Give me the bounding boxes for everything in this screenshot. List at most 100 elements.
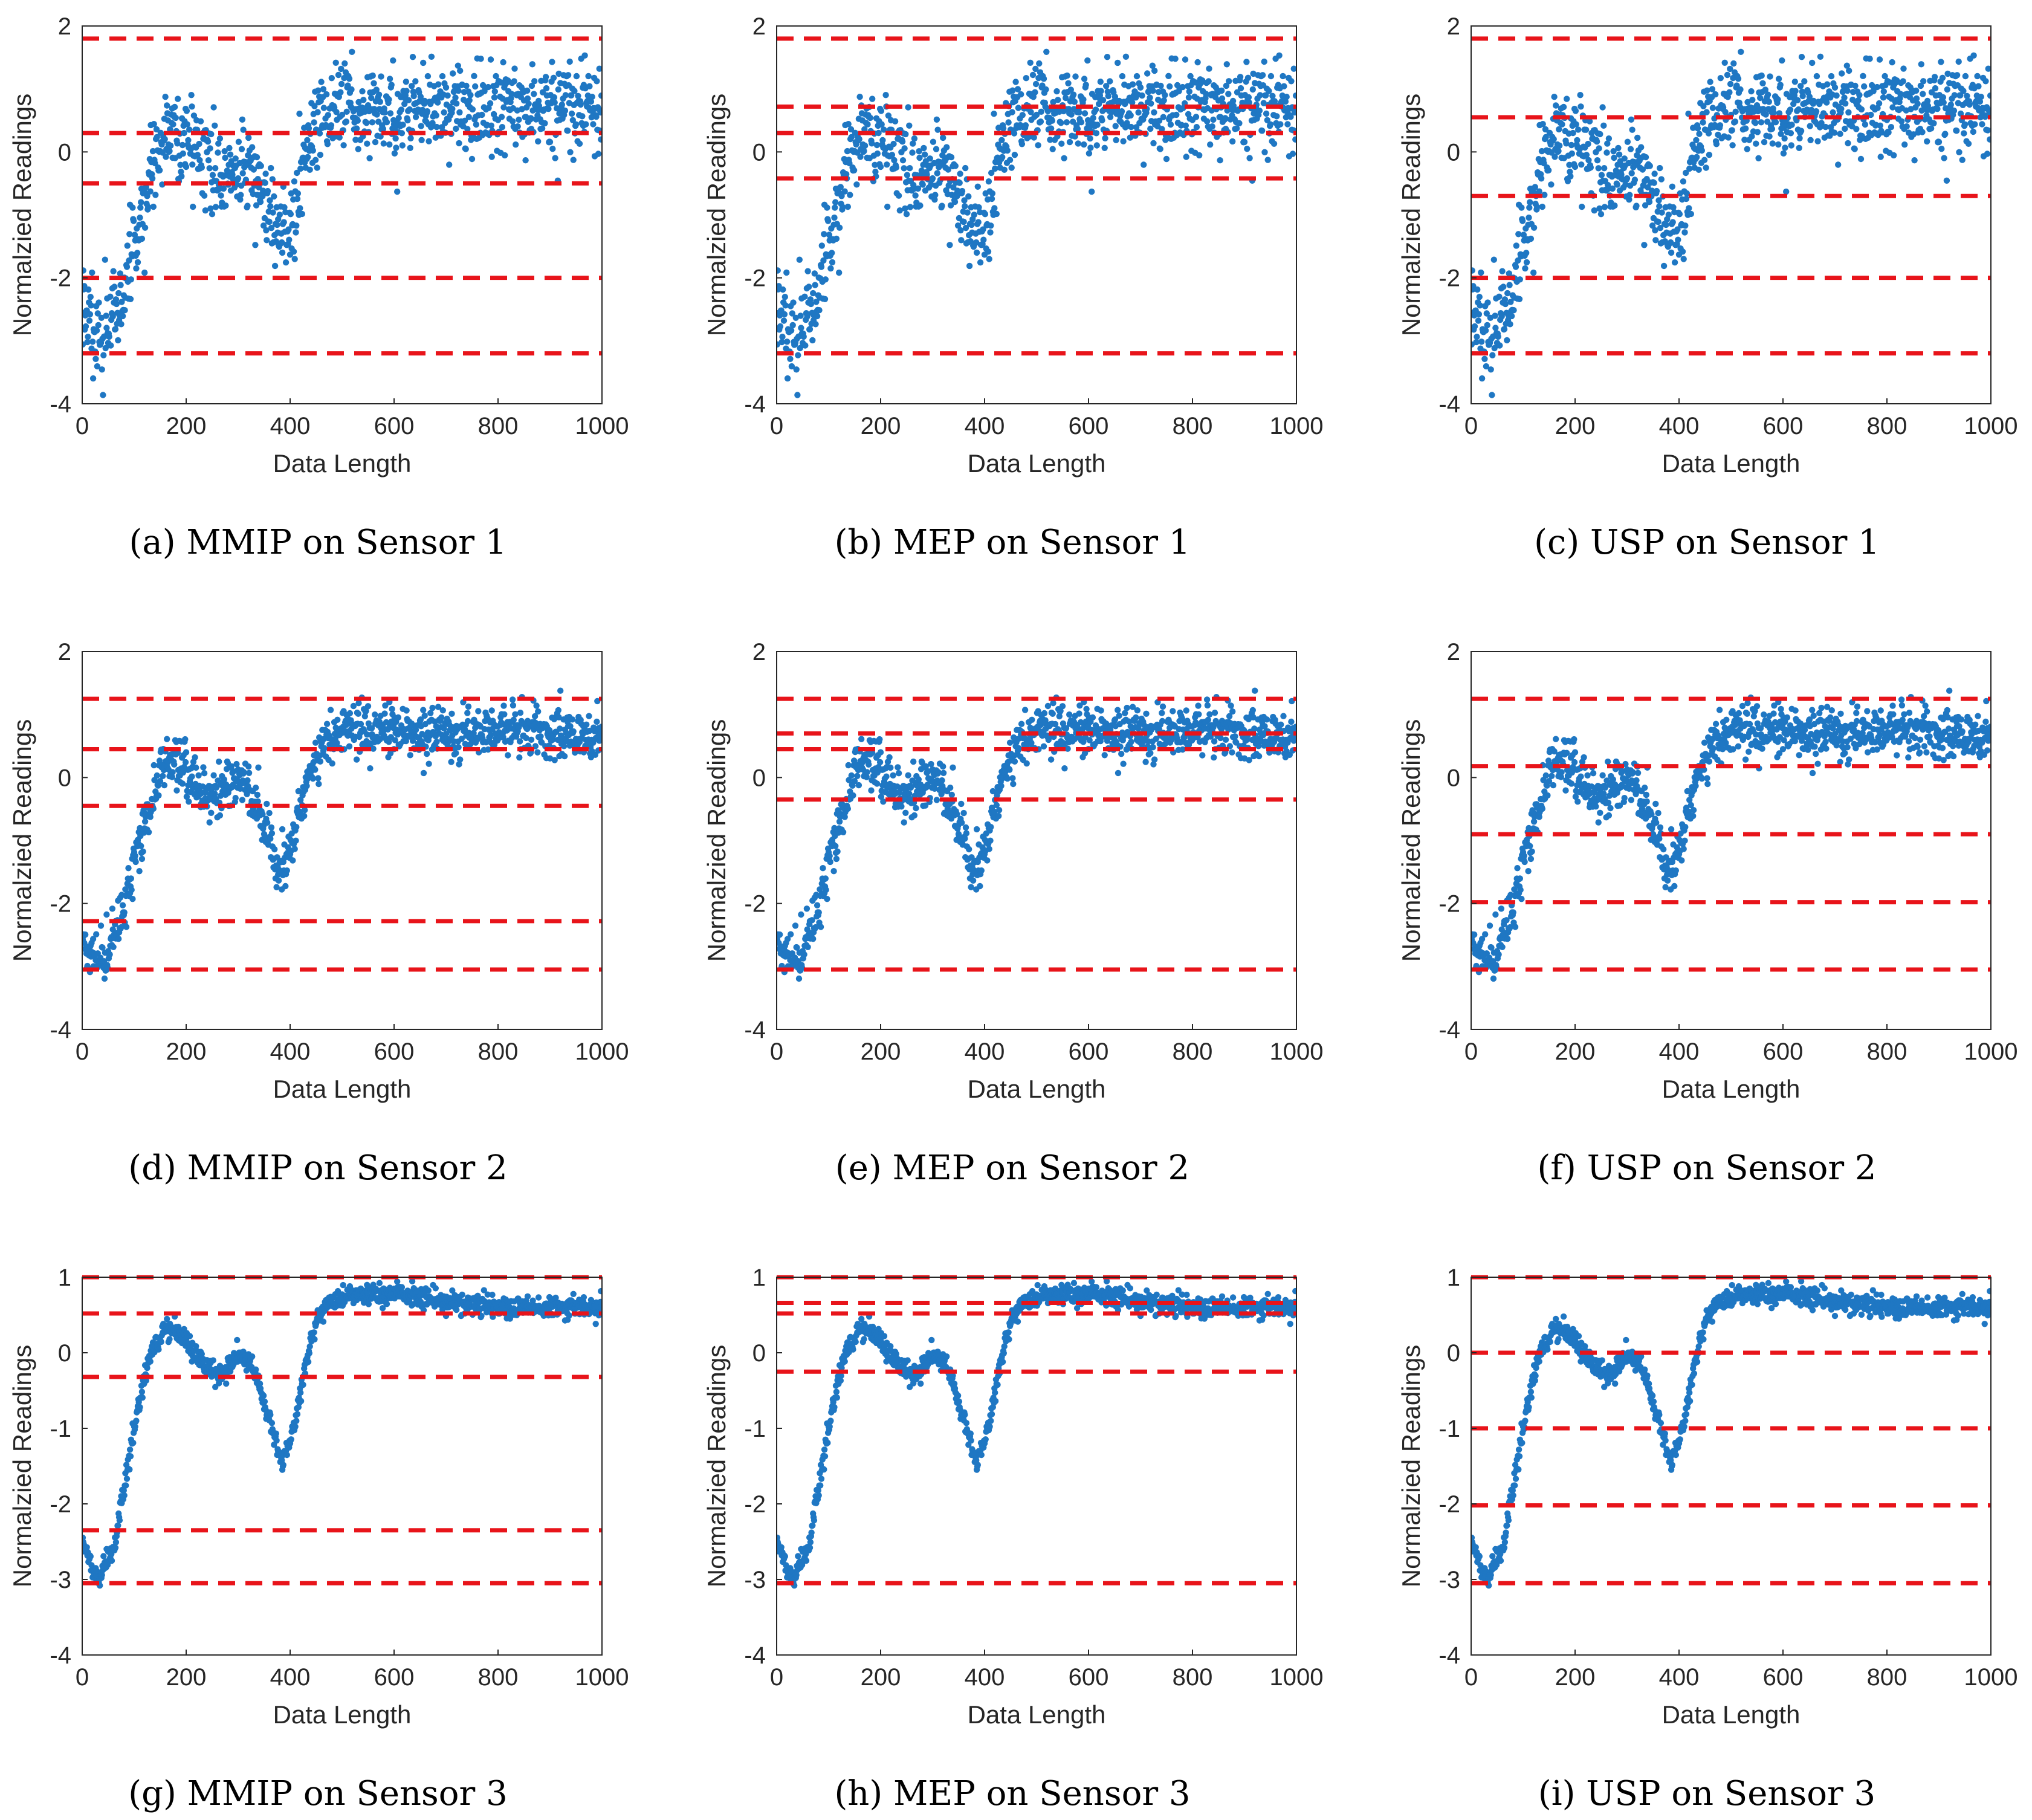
data-point [373,86,380,93]
data-point [132,858,139,866]
data-point [995,812,1002,820]
data-point [830,868,837,875]
data-point [212,165,219,172]
data-point [1078,119,1085,126]
data-point [555,714,562,721]
data-point [185,137,192,144]
data-point [92,355,99,362]
data-point [95,322,102,329]
data-point [957,227,964,234]
data-point [977,882,983,890]
data-point [597,109,602,116]
data-point [1801,78,1808,85]
data-point [1501,326,1508,332]
data-point [421,97,428,105]
data-point [1116,712,1122,719]
data-point [157,778,164,785]
data-point [939,152,946,159]
data-point [1707,79,1713,85]
data-point [812,282,818,288]
y-axis-label: Normalzied Readings [1397,94,1425,337]
data-point [956,180,963,186]
data-point [1601,165,1608,172]
data-point [1633,202,1640,209]
data-point [1199,752,1206,759]
data-point [192,754,198,761]
data-point [551,757,558,763]
data-point [1700,119,1706,126]
data-point [121,307,128,314]
data-point [1496,342,1503,349]
data-point [245,152,251,159]
data-point [253,202,260,209]
data-point [1004,775,1011,782]
data-point [266,218,273,225]
data-point [1536,188,1542,195]
data-point [274,854,280,861]
data-point [1770,109,1777,116]
data-point [1261,58,1267,65]
data-point [1564,96,1570,102]
data-point [1642,202,1649,209]
data-point [1730,60,1737,67]
y-tick-label: 2 [1447,13,1460,40]
data-point [1011,130,1018,137]
data-point [179,780,186,787]
data-point [153,126,160,133]
data-point [1765,99,1772,105]
data-point [1492,313,1498,319]
scatter-series [1471,48,1991,398]
data-point [195,772,202,779]
data-point [891,118,899,125]
data-point [1787,106,1794,113]
data-point [1066,138,1073,146]
data-point [1041,710,1048,717]
data-point [1796,144,1802,151]
data-point [987,837,994,844]
data-point [1526,204,1533,211]
data-point [1119,73,1126,80]
data-point [1052,721,1059,728]
data-point [329,760,335,767]
y-axis-label: Normalzied Readings [8,94,36,337]
data-point [171,761,178,768]
data-point [1261,149,1268,155]
data-point [1179,83,1186,91]
data-point [1029,71,1037,79]
data-point [1984,127,1991,134]
data-point [598,724,602,730]
data-point [1526,214,1532,221]
data-point [551,99,558,106]
data-point [804,268,811,274]
data-point [282,259,290,266]
data-point [901,145,908,152]
data-point [1259,128,1266,134]
x-axis-label: Data Length [1662,449,1801,478]
data-point [268,824,275,831]
data-point [207,145,213,152]
data-point [138,855,146,863]
data-point [1748,88,1755,95]
data-point [455,744,462,751]
data-point [368,725,375,732]
data-point [1133,73,1141,80]
data-point [1979,121,1985,128]
data-point [833,235,840,242]
data-point [510,702,517,709]
data-point [546,138,554,146]
data-point [1758,72,1765,79]
data-point [1837,131,1843,137]
data-point [1151,756,1158,763]
x-tick-label: 0 [770,413,783,439]
data-point [1241,138,1248,146]
data-point [565,72,572,79]
data-point [552,155,558,161]
data-point [1577,103,1584,110]
data-point [1541,192,1548,198]
data-point [224,167,231,174]
data-point [542,120,548,127]
data-point [1742,125,1749,132]
data-point [1050,99,1056,106]
y-tick-label: -2 [1438,265,1460,292]
data-point [88,302,94,309]
